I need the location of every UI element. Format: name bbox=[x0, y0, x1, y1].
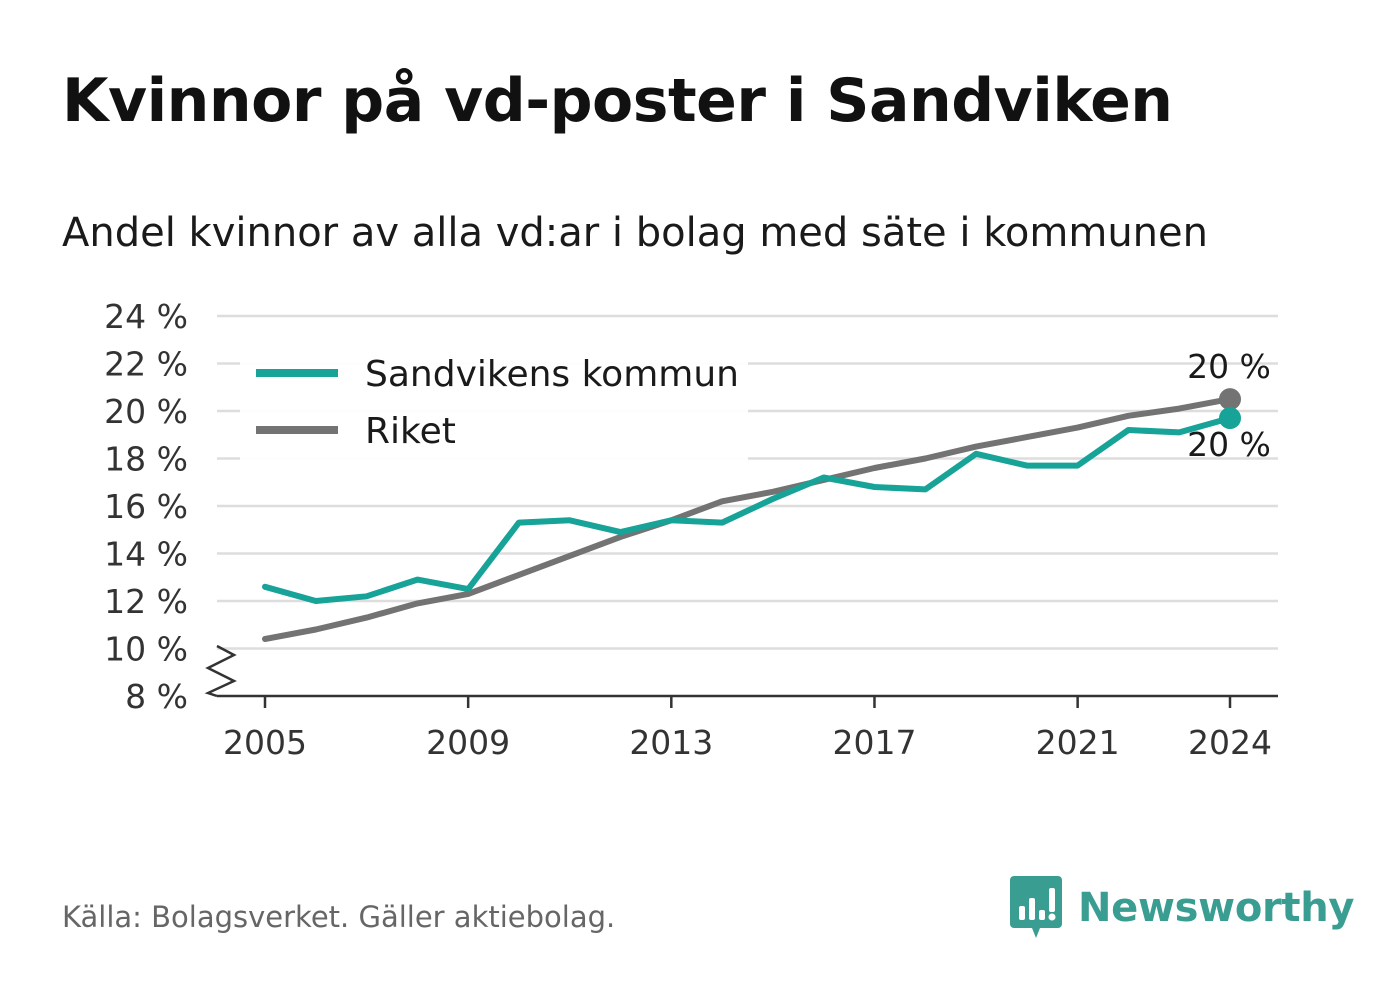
end-marker-0 bbox=[1219, 407, 1241, 430]
source-note: Källa: Bolagsverket. Gäller aktiebolag. bbox=[62, 900, 616, 934]
series-lines bbox=[262, 396, 1233, 642]
x-tick-label: 2009 bbox=[426, 723, 510, 762]
y-tick-label: 12 % bbox=[104, 582, 188, 621]
x-tick-label: 2013 bbox=[629, 723, 713, 762]
brand-logo[interactable]: Newsworthy bbox=[1010, 876, 1355, 940]
series-line-1 bbox=[262, 396, 1233, 642]
y-tick-label: 14 % bbox=[104, 535, 188, 574]
legend-background bbox=[240, 340, 748, 466]
y-tick-label: 22 % bbox=[104, 345, 188, 384]
y-axis-tick-labels: 8 % 10 % 12 % 14 % 16 % 18 % 20 % 22 % 24 % bbox=[104, 297, 188, 716]
brand-name: Newsworthy bbox=[1078, 885, 1355, 931]
x-axis: 2005 2009 2013 2017 2021 2024 bbox=[217, 694, 1278, 762]
axis-break-zigzag bbox=[204, 644, 237, 698]
legend: Sandvikens kommun Riket bbox=[240, 340, 748, 466]
x-tick-label: 2021 bbox=[1036, 723, 1120, 762]
x-tick-label: 2005 bbox=[223, 723, 307, 762]
chart-title: Kvinnor på vd-poster i Sandviken bbox=[62, 66, 1173, 136]
legend-label-0: Sandvikens kommun bbox=[365, 354, 739, 395]
end-label-1: 20 % bbox=[1187, 347, 1271, 386]
chart-subtitle: Andel kvinnor av alla vd:ar i bolag med … bbox=[62, 210, 1208, 256]
y-tick-label: 24 % bbox=[104, 297, 188, 336]
y-axis-break-icon bbox=[204, 644, 237, 698]
y-tick-label: 16 % bbox=[104, 487, 188, 526]
end-marker-1 bbox=[1219, 388, 1241, 411]
y-tick-label: 8 % bbox=[125, 677, 188, 716]
end-label-0: 20 % bbox=[1187, 425, 1271, 464]
end-markers: 20 % 20 % bbox=[1187, 347, 1271, 464]
series-line-0 bbox=[262, 415, 1233, 604]
line-chart: 8 % 10 % 12 % 14 % 16 % 18 % 20 % 22 % 24 % 2005… bbox=[104, 297, 1278, 762]
y-tick-label: 10 % bbox=[104, 630, 188, 669]
newsworthy-logo-icon bbox=[1010, 876, 1062, 938]
legend-label-1: Riket bbox=[365, 411, 456, 452]
x-tick-label: 2024 bbox=[1188, 723, 1272, 762]
x-tick-label: 2017 bbox=[832, 723, 916, 762]
y-tick-label: 20 % bbox=[104, 392, 188, 431]
y-tick-label: 18 % bbox=[104, 440, 188, 479]
